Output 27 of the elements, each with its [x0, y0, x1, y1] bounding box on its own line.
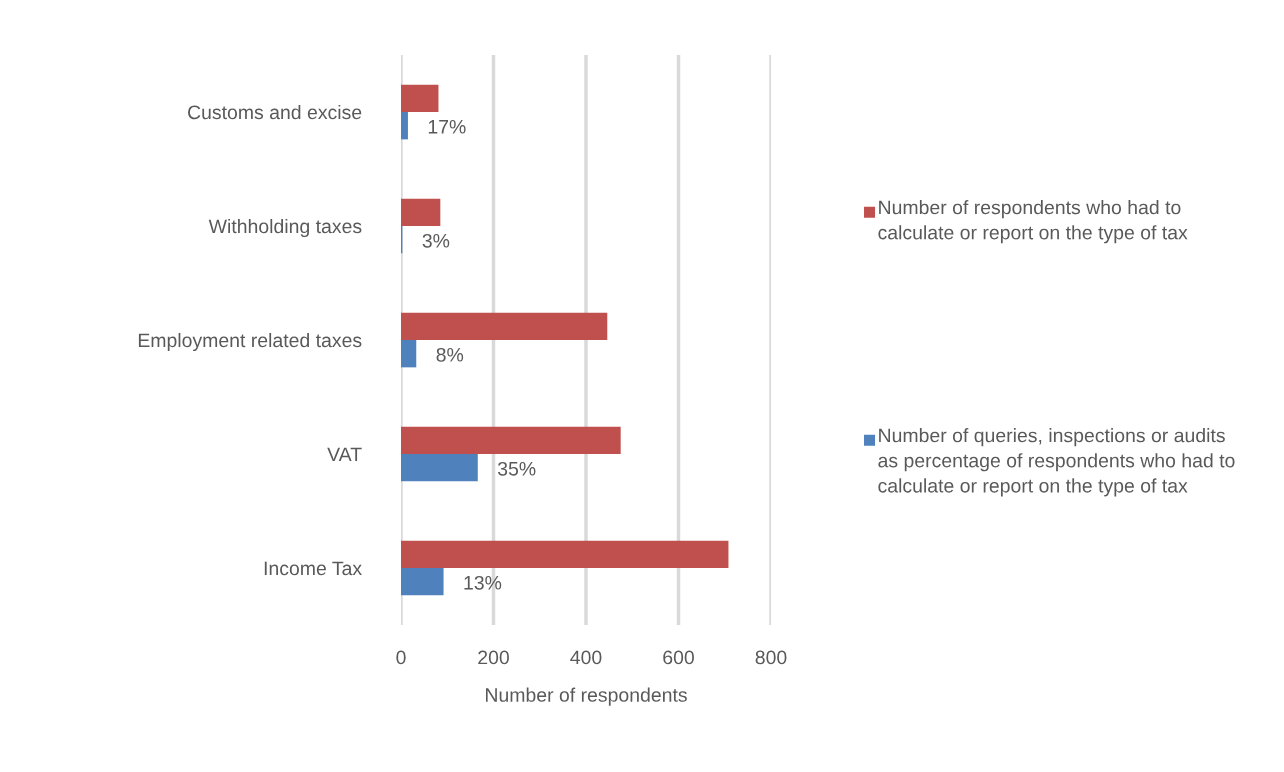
legend-label: Number of queries, inspections or audits as percentage of respondents who had to calculate or report on the type of tax — [878, 428, 1235, 497]
bar — [401, 540, 729, 568]
annotation: 8% — [436, 347, 464, 362]
annotation: 3% — [422, 233, 450, 248]
bar — [401, 112, 408, 140]
x-tick-label: 0 — [396, 650, 406, 665]
bar — [401, 426, 621, 454]
bar — [401, 198, 441, 226]
x-tick-label: 800 — [755, 650, 787, 665]
bar — [401, 454, 478, 482]
bar — [401, 340, 417, 368]
x-tick-label: 600 — [663, 650, 694, 665]
legend-label: Number of respondents who had to calculate or report on the type of tax — [878, 200, 1188, 244]
y-tick-label: Income Tax — [264, 561, 362, 576]
y-tick-label: Withholding taxes — [208, 218, 362, 238]
x-tick-label: 200 — [478, 650, 509, 665]
bar — [401, 312, 608, 340]
x-axis-title: Number of respondents — [486, 687, 687, 706]
y-tick-label: Employment related taxes — [138, 332, 362, 352]
annotation: 17% — [428, 119, 466, 134]
y-tick-label: VAT — [327, 447, 362, 462]
annotation: 35% — [497, 461, 536, 476]
annotation: 13% — [464, 575, 502, 590]
bar — [401, 568, 444, 596]
bar — [401, 84, 439, 112]
x-tick-label: 400 — [570, 650, 602, 665]
y-tick-label: Customs and excise — [188, 104, 362, 120]
